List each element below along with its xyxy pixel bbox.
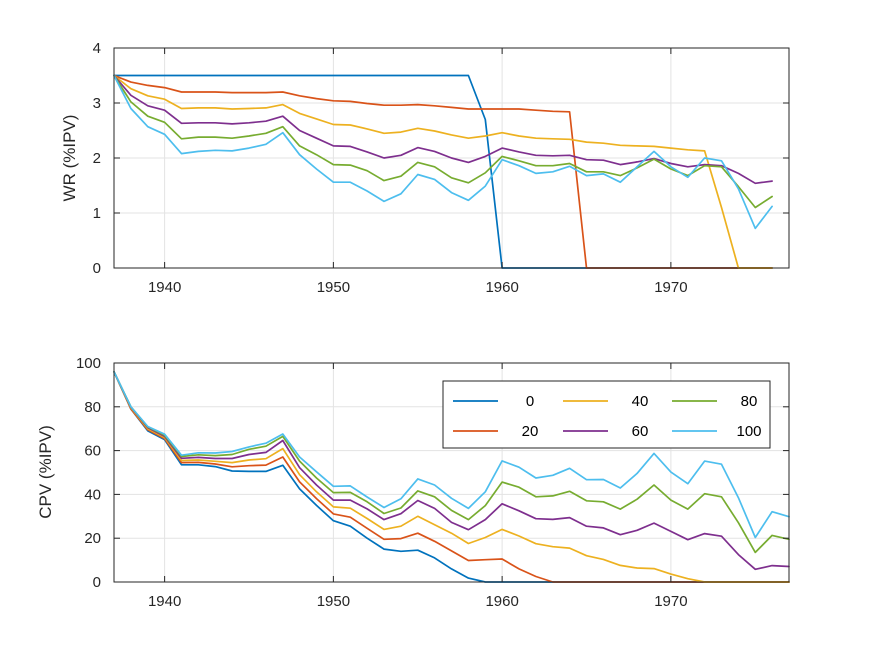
wr-ytick-label: 3 <box>93 95 101 112</box>
cpv-ytick-label: 60 <box>84 443 101 460</box>
cpv-series-line-100 <box>113 370 790 539</box>
legend-label-40: 40 <box>632 393 649 410</box>
cpv-axes: 1940 1950 1960 1970 0 20 40 60 80 100 CPV (%IPV) <box>36 355 790 610</box>
cpv-ytick-label: 40 <box>84 486 101 503</box>
wr-ytick-label: 2 <box>93 150 101 167</box>
cpv-ytick-label: 0 <box>93 574 101 591</box>
legend-label-80: 80 <box>741 393 758 410</box>
wr-xtick-label: 1950 <box>317 279 350 296</box>
cpv-series-line-80 <box>113 370 790 554</box>
cpv-ylabel: CPV (%IPV) <box>36 425 55 519</box>
cpv-xtick-label: 1960 <box>485 593 518 610</box>
wr-ytick-label: 0 <box>93 260 101 277</box>
wr-xtick-label: 1940 <box>148 279 181 296</box>
cpv-ytick-label: 20 <box>84 530 101 547</box>
legend-label-20: 20 <box>522 423 539 440</box>
wr-series-line-60 <box>113 74 773 185</box>
cpv-series-line-40 <box>113 370 790 583</box>
wr-series-line-40 <box>113 74 773 269</box>
cpv-ytick-label: 100 <box>76 355 101 372</box>
cpv-xtick-label: 1940 <box>148 593 181 610</box>
legend-label-0: 0 <box>526 393 534 410</box>
cpv-axes-frame <box>113 362 790 583</box>
legend-box <box>442 380 771 449</box>
wr-ylabel: WR (%IPV) <box>60 115 79 202</box>
wr-ytick-label: 4 <box>93 40 101 57</box>
wr-series-line-80 <box>113 74 773 209</box>
cpv-xtick-label: 1970 <box>654 593 687 610</box>
cpv-xtick-label: 1950 <box>317 593 350 610</box>
legend-label-60: 60 <box>632 423 649 440</box>
legend-label-100: 100 <box>736 423 761 440</box>
wr-xtick-label: 1960 <box>485 279 518 296</box>
legend: 0 20 40 60 80 100 <box>442 380 771 449</box>
wr-ytick-label: 1 <box>93 205 101 222</box>
cpv-series-line-60 <box>113 370 790 571</box>
cpv-ytick-label: 80 <box>84 399 101 416</box>
wr-xtick-label: 1970 <box>654 279 687 296</box>
wr-series-line-100 <box>113 74 773 230</box>
wr-axes: 1940 1950 1960 1970 0 1 2 3 4 WR (%IPV) <box>60 40 790 296</box>
